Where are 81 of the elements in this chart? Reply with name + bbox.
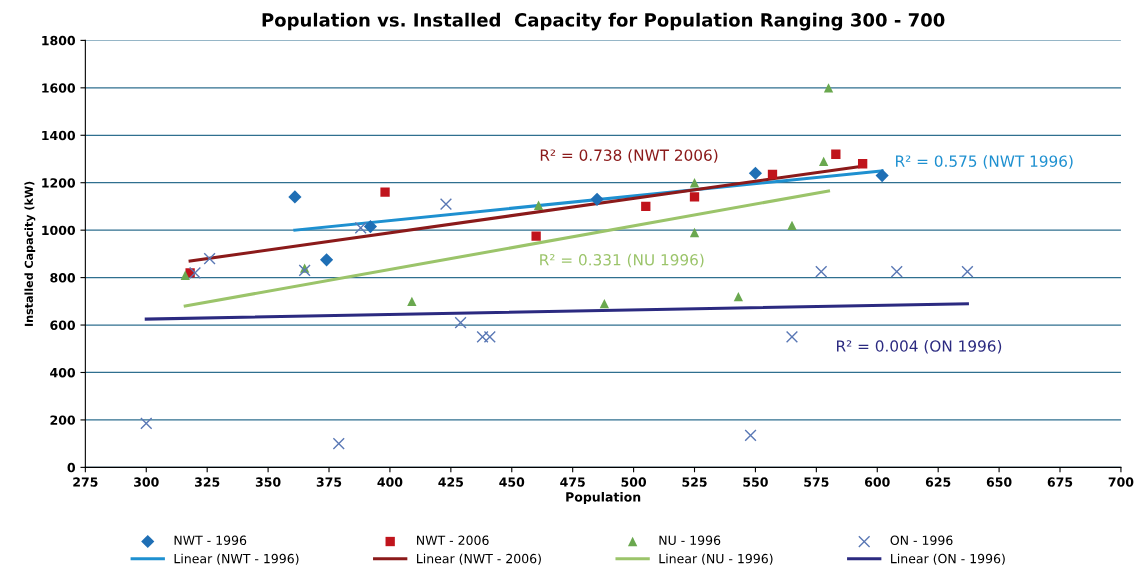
point (787, 220, 797, 231)
point (439, 197, 453, 211)
y-tick-label: 1600 (42, 83, 76, 93)
point (454, 316, 467, 329)
point (180, 270, 190, 280)
legend-label: NWT - 1996 (174, 535, 247, 545)
x-tick-label: 550 (743, 477, 768, 487)
y-axis-title: Installed Capacity (kW) (24, 181, 36, 326)
point (188, 266, 202, 279)
point (785, 330, 799, 343)
point (831, 149, 841, 159)
x-axis-title: Population (566, 491, 641, 505)
annotation: R² = 0.331 (NU 1996) (540, 253, 704, 268)
point (298, 264, 311, 277)
point (857, 159, 868, 169)
point (203, 252, 216, 265)
legend-label: Linear (NWT - 1996) (174, 553, 299, 565)
point (140, 417, 153, 430)
y-tick-label: 1400 (42, 130, 76, 141)
y-tick-label: 600 (50, 320, 76, 330)
annotation: R² = 0.575 (NWT 1996) (896, 155, 1073, 169)
point (531, 231, 541, 241)
y-tick-label: 400 (50, 367, 76, 378)
y-tick-label: 1000 (42, 225, 76, 236)
point (319, 253, 334, 267)
legend-label: Linear (ON - 1996) (891, 553, 1005, 565)
point (483, 330, 496, 343)
point (819, 156, 829, 167)
point (689, 178, 700, 188)
annotation: R² = 0.004 (ON 1996) (837, 340, 1002, 354)
point (476, 330, 489, 343)
x-tick-label: 450 (499, 477, 525, 487)
x-tick-label: 600 (864, 477, 890, 487)
y-tick-label: 0 (67, 462, 76, 473)
point (599, 299, 610, 309)
point (748, 166, 763, 180)
x-tick-label: 425 (438, 477, 464, 487)
y-tick-label: 200 (50, 415, 76, 425)
legend-label: NU - 1996 (659, 535, 721, 545)
x-tick-label: 325 (194, 477, 220, 487)
x-tick-label: 650 (986, 477, 1012, 487)
x-tick-label: 375 (316, 477, 342, 487)
point (733, 291, 744, 302)
point (689, 227, 700, 238)
point (767, 169, 778, 180)
x-tick-label: 350 (255, 477, 281, 487)
point (823, 83, 834, 93)
y-tick-label: 1800 (42, 35, 76, 46)
annotation: R² = 0.738 (NWT 2006) (540, 149, 718, 163)
point (961, 265, 974, 278)
point (641, 201, 651, 212)
point (332, 437, 345, 450)
x-tick-label: 500 (621, 477, 647, 487)
legend-label: NWT - 2006 (417, 535, 489, 545)
point (744, 429, 757, 442)
point (407, 296, 417, 306)
x-tick-label: 300 (134, 477, 159, 487)
point (590, 192, 604, 206)
point (380, 187, 390, 197)
point (354, 221, 367, 234)
x-tick-label: 675 (1047, 477, 1073, 487)
legend-label: Linear (NU - 1996) (659, 553, 773, 565)
point (533, 200, 544, 210)
x-tick-label: 700 (1108, 477, 1134, 487)
point (288, 190, 302, 204)
point (875, 169, 889, 183)
point (363, 220, 378, 234)
y-tick-label: 1200 (42, 178, 76, 188)
x-tick-label: 575 (804, 477, 829, 487)
point (815, 265, 828, 278)
x-tick-label: 475 (560, 477, 585, 487)
legend-label: Linear (NWT - 2006) (417, 553, 541, 565)
point (689, 192, 700, 202)
point (890, 265, 903, 278)
x-tick-label: 400 (377, 477, 403, 487)
y-tick-label: 800 (50, 273, 76, 283)
x-tick-label: 275 (73, 477, 98, 487)
legend-label: ON - 1996 (890, 535, 953, 545)
chart-title: Population vs. Installed Capacity for Population Ranging 300 - 700 (262, 12, 945, 31)
x-tick-label: 625 (925, 477, 951, 487)
x-tick-label: 525 (682, 477, 707, 487)
